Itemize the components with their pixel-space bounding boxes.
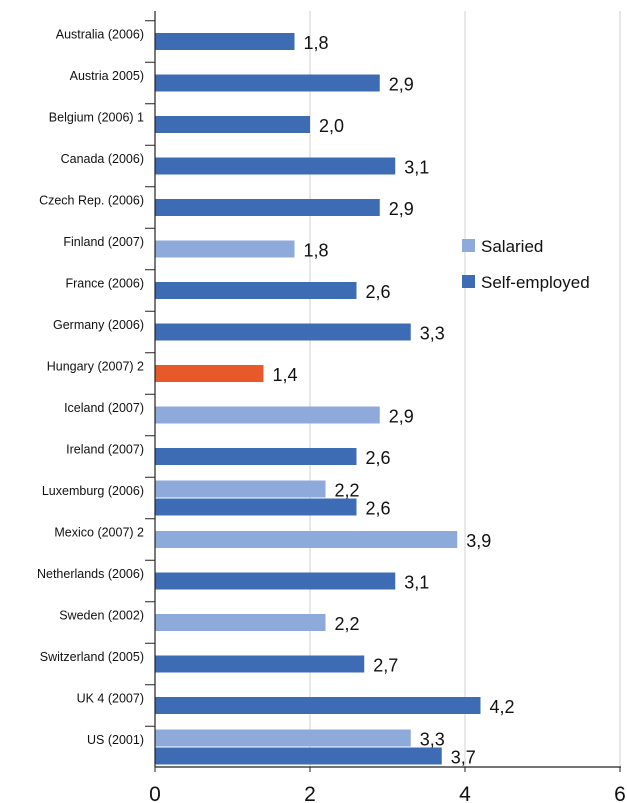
category-label: US (2001) bbox=[87, 733, 144, 747]
bar-self-employed-belgium-2006-1 bbox=[155, 116, 310, 133]
x-tick-label: 0 bbox=[149, 783, 161, 803]
category-label: Germany (2006) bbox=[53, 318, 144, 332]
category-label: France (2006) bbox=[65, 277, 144, 291]
category-label: Finland (2007) bbox=[63, 235, 144, 249]
bar-self-employed-ireland-2007 bbox=[155, 448, 357, 465]
category-label: Luxemburg (2006) bbox=[42, 484, 144, 498]
category-label: Mexico (2007) 2 bbox=[54, 526, 144, 540]
value-label: 2,6 bbox=[366, 499, 391, 519]
value-label: 3,3 bbox=[420, 324, 445, 344]
value-label: 2,2 bbox=[335, 481, 360, 501]
bar-self-employed-canada-2006 bbox=[155, 157, 396, 175]
value-label: 3,7 bbox=[451, 748, 476, 768]
bar-salaried-finland-2007 bbox=[155, 240, 295, 258]
bar-salaried-us-2001 bbox=[155, 729, 411, 747]
legend-label-self-employed: Self-employed bbox=[481, 273, 590, 292]
bar-highlighted-hungary-2007-2 bbox=[155, 365, 264, 382]
value-label: 1,8 bbox=[304, 33, 329, 53]
legend: Salaried Self-employed bbox=[462, 237, 590, 292]
category-label: UK 4 (2007) bbox=[77, 692, 144, 706]
bars bbox=[155, 33, 481, 765]
value-label: 3,1 bbox=[404, 573, 429, 593]
category-label: Austria 2005) bbox=[70, 69, 144, 83]
value-label: 2,6 bbox=[366, 282, 391, 302]
bar-salaried-luxemburg-2006 bbox=[155, 480, 326, 498]
category-label: Iceland (2007) bbox=[64, 401, 144, 415]
bar-salaried-iceland-2007 bbox=[155, 406, 380, 424]
category-label: Ireland (2007) bbox=[66, 443, 144, 457]
category-labels: Australia (2006) Austria 2005) Belgium (20… bbox=[37, 28, 144, 748]
bar-self-employed-uk-4-2007 bbox=[155, 697, 481, 714]
x-tick-label: 2 bbox=[304, 783, 316, 803]
bar-self-employed-us-2001 bbox=[155, 747, 442, 765]
value-label: 3,3 bbox=[420, 730, 445, 750]
category-label: Australia (2006) bbox=[56, 28, 144, 42]
value-label: 1,4 bbox=[273, 365, 298, 385]
x-tick-label: 4 bbox=[459, 783, 471, 803]
bar-self-employed-netherlands-2006 bbox=[155, 572, 396, 590]
legend-swatch-self-employed bbox=[462, 275, 475, 288]
bar-self-employed-luxemburg-2006 bbox=[155, 498, 357, 516]
category-label: Czech Rep. (2006) bbox=[39, 194, 144, 208]
bar-self-employed-france-2006 bbox=[155, 282, 357, 299]
category-label: Sweden (2002) bbox=[59, 609, 144, 623]
value-label: 3,1 bbox=[404, 158, 429, 178]
value-label: 3,9 bbox=[466, 531, 491, 551]
value-label: 2,6 bbox=[366, 448, 391, 468]
value-label: 2,9 bbox=[389, 199, 414, 219]
bar-self-employed-australia-2006 bbox=[155, 33, 295, 50]
legend-swatch-salaried bbox=[462, 239, 475, 252]
bar-self-employed-switzerland-2005 bbox=[155, 655, 365, 673]
value-labels: 1,8 2,9 2,0 3,1 2,9 1,8 2,6 3,3 1,4 2,9 2,6 2,2 2,6 3… bbox=[273, 33, 515, 768]
bar-salaried-mexico-2007-2 bbox=[155, 531, 458, 548]
axes bbox=[145, 11, 621, 772]
value-label: 2,9 bbox=[389, 75, 414, 95]
category-label: Canada (2006) bbox=[61, 152, 144, 166]
bar-self-employed-czech-rep-2006 bbox=[155, 199, 380, 216]
x-tick-label: 6 bbox=[614, 783, 626, 803]
value-label: 2,2 bbox=[335, 614, 360, 634]
category-label: Switzerland (2005) bbox=[40, 650, 144, 664]
value-label: 2,7 bbox=[373, 656, 398, 676]
category-label: Belgium (2006) 1 bbox=[49, 111, 144, 125]
bar-self-employed-germany-2006 bbox=[155, 323, 411, 341]
grid-lines bbox=[309, 11, 621, 767]
category-label: Netherlands (2006) bbox=[37, 567, 144, 581]
x-tick-labels: 0 2 4 6 bbox=[149, 783, 626, 803]
value-label: 2,9 bbox=[389, 407, 414, 427]
value-label: 1,8 bbox=[304, 241, 329, 261]
value-label: 2,0 bbox=[319, 116, 344, 136]
legend-label-salaried: Salaried bbox=[481, 237, 543, 256]
value-label: 4,2 bbox=[490, 697, 515, 717]
category-label: Hungary (2007) 2 bbox=[47, 360, 144, 374]
bar-self-employed-austria-2005 bbox=[155, 74, 380, 92]
bar-salaried-sweden-2002 bbox=[155, 614, 326, 631]
